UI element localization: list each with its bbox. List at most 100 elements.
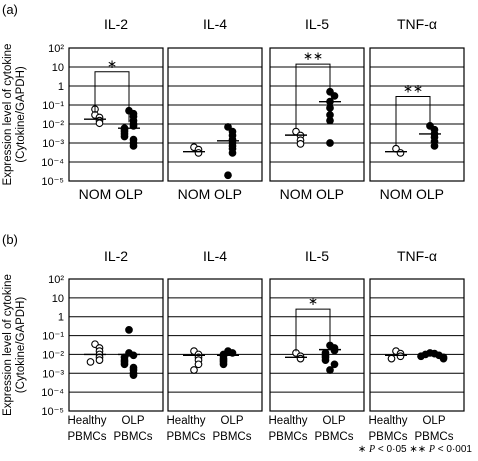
footnote-star-2: ∗∗ bbox=[409, 444, 427, 455]
group-label-0-1-1-0: OLP bbox=[214, 186, 242, 202]
group-label-0-1-0-0: NOM bbox=[178, 186, 211, 202]
group-label-1-3-0-0: Healthy bbox=[369, 415, 408, 427]
data-point-1-0-1-2 bbox=[129, 351, 138, 360]
data-point-1-3-0-3 bbox=[387, 354, 396, 363]
data-point-0-2-1-6 bbox=[326, 139, 334, 147]
group-label-1-1-1-0: OLP bbox=[220, 415, 243, 427]
subplot-title-1-2: IL-5 bbox=[305, 248, 329, 264]
significance-label-0-0: ∗ bbox=[107, 57, 117, 71]
y-axis-sublabel-1: (Cytokine/GAPDH) bbox=[15, 297, 27, 394]
significance-label-0-2: ∗∗ bbox=[303, 49, 323, 63]
group-label-1-2-0-0: Healthy bbox=[269, 415, 308, 427]
y-axis-label-1: Expression level of cytokine bbox=[2, 274, 14, 416]
data-point-0-0-1-10 bbox=[120, 132, 129, 141]
group-label-1-2-1-1: PBMCs bbox=[315, 431, 354, 443]
y-axis-label-0: Expression level of cytokine bbox=[2, 44, 14, 186]
data-point-1-1-1-7 bbox=[219, 360, 228, 369]
y-tick-label-0-2: 1 bbox=[58, 81, 64, 93]
data-point-1-1-0-5 bbox=[190, 366, 198, 374]
data-point-1-2-1-7 bbox=[330, 360, 339, 369]
significance-footnote: ∗ P < 0·05 ∗∗ P < 0·001 bbox=[358, 444, 472, 455]
subplot-title-1-1: IL-4 bbox=[203, 248, 227, 264]
data-point-0-0-1-5 bbox=[129, 121, 138, 130]
group-label-0-0-0-0: NOM bbox=[79, 186, 112, 202]
group-label-1-0-1-0: OLP bbox=[121, 415, 144, 427]
data-point-0-1-1-7 bbox=[228, 149, 237, 157]
significance-label-0-3: ∗∗ bbox=[403, 81, 423, 95]
group-label-1-3-0-1: PBMCs bbox=[369, 431, 408, 443]
subplot-frame-1-2 bbox=[269, 278, 365, 412]
data-point-0-2-1-5 bbox=[326, 116, 334, 125]
y-tick-label-1-7: 10⁻⁵ bbox=[41, 406, 64, 418]
data-point-1-2-1-2 bbox=[330, 346, 339, 355]
group-label-0-3-0-0: NOM bbox=[380, 186, 413, 202]
y-tick-label-0-5: 10⁻³ bbox=[42, 138, 64, 150]
group-label-1-1-0-0: Healthy bbox=[167, 415, 206, 427]
subplot-title-0-0: IL-2 bbox=[104, 16, 128, 32]
data-point-1-1-0-4 bbox=[194, 360, 203, 369]
group-label-0-3-1-0: OLP bbox=[416, 186, 444, 202]
data-point-0-3-0-1 bbox=[396, 149, 405, 157]
subplot-frame-1-3 bbox=[369, 278, 465, 412]
significance-bracket-0-3 bbox=[395, 95, 431, 146]
data-point-0-2-1-3 bbox=[326, 104, 334, 112]
group-label-0-2-0-0: NOM bbox=[280, 186, 313, 202]
footnote-star-1: ∗ bbox=[357, 444, 367, 455]
data-point-0-3-1-5 bbox=[430, 142, 439, 150]
y-axis-sublabel-0: (Cytokine/GAPDH) bbox=[15, 66, 27, 163]
group-label-1-3-1-1: PBMCs bbox=[415, 431, 454, 443]
significance-label-1-2: ∗ bbox=[308, 294, 318, 308]
group-label-1-1-0-1: PBMCs bbox=[167, 431, 206, 443]
subplot-title-0-2: IL-5 bbox=[305, 16, 329, 32]
group-label-1-2-1-0: OLP bbox=[322, 415, 345, 427]
y-tick-label-0-6: 10⁻⁴ bbox=[41, 157, 64, 169]
y-tick-label-1-4: 10⁻² bbox=[42, 349, 64, 361]
group-label-1-2-0-1: PBMCs bbox=[269, 431, 308, 443]
subplot-frame-0-3 bbox=[369, 47, 465, 182]
group-label-1-3-1-0: OLP bbox=[422, 415, 445, 427]
y-tick-label-1-0: 10² bbox=[48, 274, 64, 286]
y-tick-label-1-3: 10⁻¹ bbox=[42, 331, 64, 343]
data-point-0-2-1-1 bbox=[330, 92, 339, 100]
group-label-0-2-1-0: OLP bbox=[316, 186, 344, 202]
y-tick-label-1-6: 10⁻⁴ bbox=[41, 387, 64, 399]
data-point-1-0-1-0 bbox=[125, 326, 133, 334]
data-point-1-2-1-6 bbox=[321, 356, 330, 364]
data-point-1-0-1-10 bbox=[129, 371, 138, 379]
data-point-0-2-0-3 bbox=[296, 140, 305, 148]
subplot-title-0-3: TNF-α bbox=[397, 16, 437, 32]
y-tick-label-0-3: 10⁻¹ bbox=[42, 100, 64, 112]
y-tick-label-1-1: 10 bbox=[52, 293, 64, 305]
y-tick-label-0-4: 10⁻² bbox=[42, 119, 64, 131]
y-tick-label-1-5: 10⁻³ bbox=[42, 368, 64, 380]
subplot-frame-1-0 bbox=[68, 278, 164, 412]
y-tick-label-0-1: 10 bbox=[52, 62, 64, 74]
data-point-0-1-0-2 bbox=[194, 149, 203, 157]
data-point-1-3-1-4 bbox=[417, 352, 425, 361]
subplot-title-1-0: IL-2 bbox=[104, 248, 128, 264]
group-label-1-1-1-1: PBMCs bbox=[213, 431, 252, 443]
subplot-title-0-1: IL-4 bbox=[203, 16, 227, 32]
group-label-1-0-0-1: PBMCs bbox=[68, 431, 107, 443]
significance-bracket-0-2 bbox=[295, 63, 331, 130]
data-point-1-2-1-8 bbox=[326, 366, 334, 374]
data-point-1-0-0-6 bbox=[86, 358, 95, 366]
data-point-1-1-1-1 bbox=[228, 349, 237, 357]
y-tick-label-0-0: 10² bbox=[48, 43, 64, 55]
group-label-1-0-0-0: Healthy bbox=[68, 415, 107, 427]
y-tick-label-0-7: 10⁻⁵ bbox=[41, 176, 64, 188]
footnote-p-1: P bbox=[369, 444, 376, 455]
data-point-1-3-1-6 bbox=[439, 354, 448, 363]
y-tick-label-1-2: 1 bbox=[58, 312, 64, 324]
footnote-p-2: P bbox=[428, 444, 436, 455]
data-point-0-1-1-0 bbox=[224, 123, 232, 131]
subplot-frame-0-0 bbox=[68, 47, 164, 182]
panel-label-1: (b) bbox=[2, 232, 18, 247]
footnote-threshold-1: < 0·05 bbox=[375, 444, 410, 455]
data-point-1-0-1-6 bbox=[120, 360, 129, 369]
data-point-1-3-0-2 bbox=[396, 352, 405, 361]
subplot-title-1-3: TNF-α bbox=[397, 248, 437, 264]
subplot-frame-1-1 bbox=[167, 278, 263, 412]
subplot-frame-0-2 bbox=[269, 47, 365, 182]
